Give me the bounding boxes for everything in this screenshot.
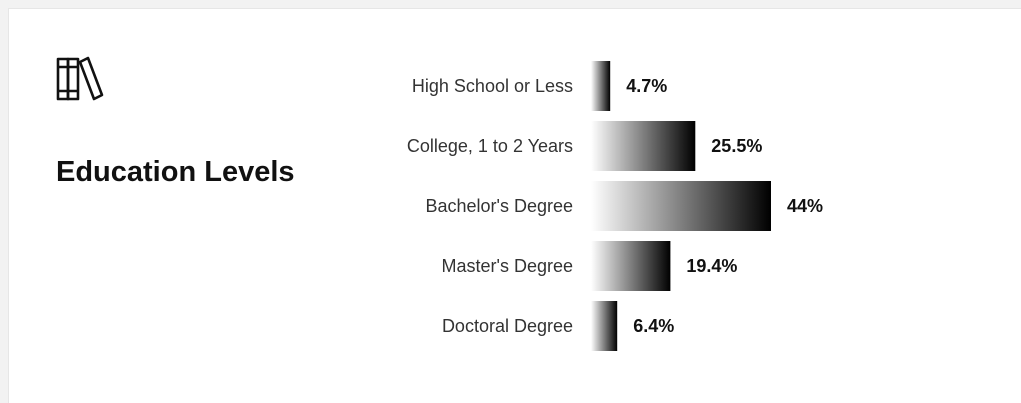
value-label: 44%	[787, 196, 823, 216]
value-label: 6.4%	[633, 316, 674, 336]
bar	[591, 121, 696, 171]
value-label: 19.4%	[686, 256, 737, 276]
bar	[591, 181, 771, 231]
education-bar-chart: High School or Less 4.7% College, 1 to 2 Y…	[407, 61, 823, 351]
chart-title: Education Levels	[56, 156, 295, 188]
category-label: High School or Less	[412, 76, 573, 96]
bar	[591, 301, 618, 351]
books-icon	[56, 56, 104, 101]
category-label: College, 1 to 2 Years	[407, 136, 573, 156]
category-label: Bachelor's Degree	[425, 196, 573, 216]
category-label: Master's Degree	[442, 256, 573, 276]
value-label: 4.7%	[626, 76, 667, 96]
category-label: Doctoral Degree	[442, 316, 573, 336]
bar	[591, 61, 611, 111]
education-card: Education Levels High School or Less 4.7%…	[8, 8, 1021, 403]
value-label: 25.5%	[711, 136, 762, 156]
bar	[591, 241, 671, 291]
